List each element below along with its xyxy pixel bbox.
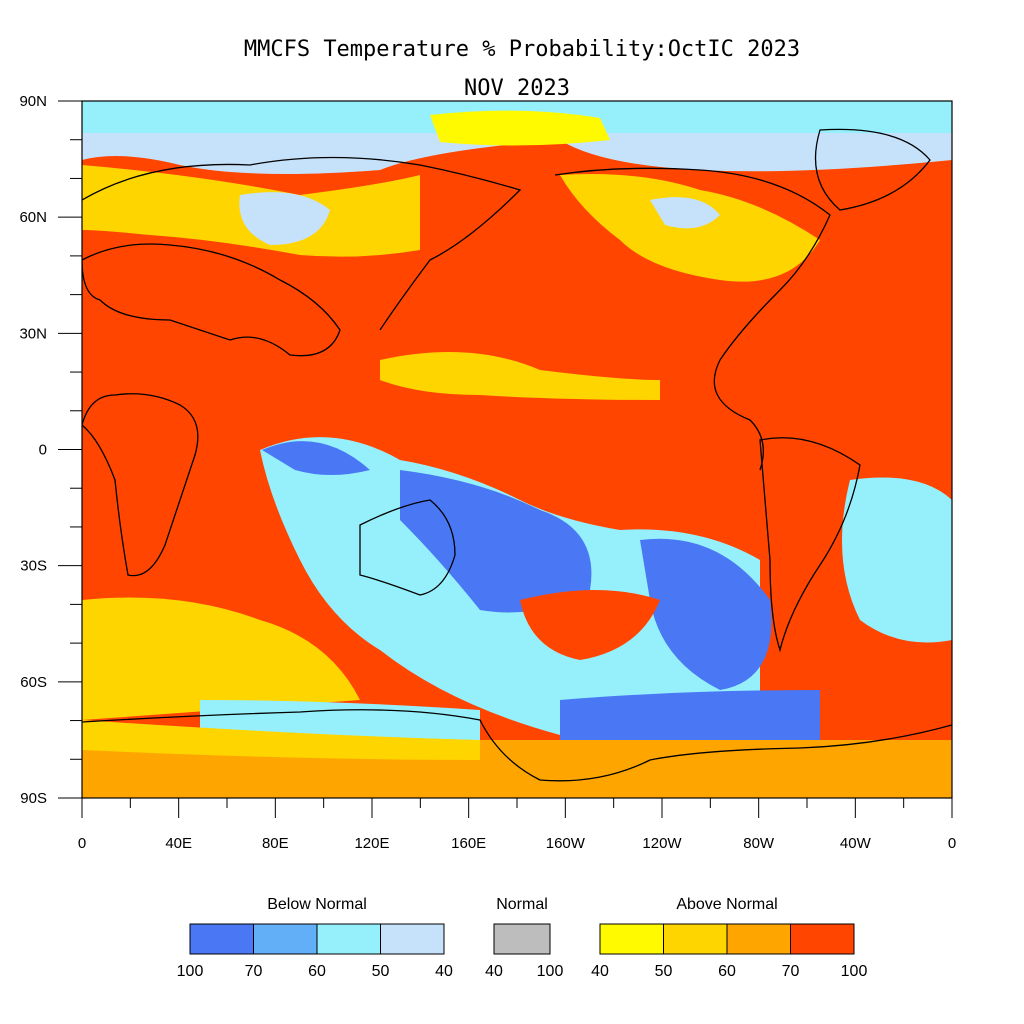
above-normal-colorbar bbox=[599, 923, 855, 955]
above-swatch bbox=[790, 923, 855, 955]
above-swatch bbox=[726, 923, 791, 955]
longitude-axis: 0 40E 80E 120E 160E 160W 120W 80W 40W 0 bbox=[78, 835, 956, 852]
normal-colorbar bbox=[493, 923, 551, 955]
lon-tick-label: 120W bbox=[642, 835, 682, 852]
above-tick-label: 40 bbox=[591, 963, 609, 980]
lon-tick-label: 0 bbox=[948, 835, 956, 852]
australia-coast bbox=[359, 499, 456, 596]
eurasia-south-coast bbox=[82, 243, 341, 357]
below-tick-label: 100 bbox=[177, 963, 204, 980]
figure-subtitle: NOV 2023 bbox=[464, 76, 570, 101]
canada-blue-patch bbox=[650, 197, 720, 229]
south-pacific-below-patch bbox=[640, 538, 772, 690]
above-tick-label: 70 bbox=[782, 963, 800, 980]
lon-tick-label: 40E bbox=[165, 835, 192, 852]
below-normal-label: Below Normal bbox=[267, 896, 367, 913]
probability-field bbox=[82, 101, 952, 798]
eurasia-north-coast bbox=[82, 156, 522, 331]
lon-tick-label: 40W bbox=[840, 835, 872, 852]
normal-tick-label: 100 bbox=[537, 963, 564, 980]
lon-tick-label: 80W bbox=[743, 835, 775, 852]
legend: Below Normal Normal Above Normal 100 70 … bbox=[177, 896, 868, 980]
coastlines bbox=[82, 128, 952, 782]
arctic-above-patch bbox=[430, 110, 610, 146]
below-swatch bbox=[253, 923, 318, 955]
above-tick-label: 60 bbox=[718, 963, 736, 980]
antarctic-below-patch bbox=[560, 690, 820, 747]
lon-tick-label: 0 bbox=[78, 835, 86, 852]
lon-tick-label: 120E bbox=[354, 835, 389, 852]
tasman-below-patch bbox=[400, 470, 592, 613]
siberia-blue-patch bbox=[239, 192, 330, 245]
above-swatch bbox=[663, 923, 728, 955]
subtropical-yellow-strip bbox=[380, 352, 660, 400]
latitude-axis: 90N 60N 30N 0 30S 60S 90S bbox=[19, 93, 47, 807]
south-atlantic-cool-patch bbox=[842, 477, 952, 643]
lat-tick-label: 30S bbox=[20, 558, 47, 575]
greenland-coast bbox=[814, 128, 931, 211]
above-normal-tick-labels: 40 50 60 70 100 bbox=[591, 963, 867, 980]
below-tick-label: 50 bbox=[372, 963, 390, 980]
lat-tick-label: 60N bbox=[19, 209, 47, 226]
figure-title: MMCFS Temperature % Probability:OctIC 20… bbox=[244, 37, 800, 62]
below-swatch bbox=[189, 923, 254, 955]
indian-ocean-below-patch bbox=[262, 441, 370, 475]
above-swatch bbox=[599, 923, 664, 955]
lon-tick-label: 160W bbox=[546, 835, 586, 852]
northern-light-blue bbox=[82, 133, 952, 174]
africa-coast bbox=[82, 393, 199, 577]
normal-label: Normal bbox=[496, 896, 548, 913]
north-america-coast bbox=[554, 167, 831, 471]
tick-marks bbox=[58, 100, 953, 818]
lat-tick-label: 30N bbox=[19, 325, 47, 342]
lat-tick-label: 90N bbox=[19, 93, 47, 110]
lat-tick-label: 90S bbox=[20, 790, 47, 807]
normal-swatch bbox=[493, 923, 551, 955]
south-pacific-warm-patch bbox=[520, 590, 660, 660]
below-swatch bbox=[316, 923, 381, 955]
south-atlantic-yellow bbox=[82, 597, 360, 720]
below-swatch bbox=[380, 923, 445, 955]
lat-tick-label: 60S bbox=[20, 674, 47, 691]
normal-tick-label: 40 bbox=[485, 963, 503, 980]
lon-tick-label: 160E bbox=[451, 835, 486, 852]
southern-yellow-strip bbox=[82, 720, 480, 760]
map-panel: 90N 60N 30N 0 30S 60S 90S 0 40E 80E 120E… bbox=[19, 93, 956, 852]
above-tick-label: 100 bbox=[841, 963, 868, 980]
below-tick-label: 60 bbox=[308, 963, 326, 980]
antarctica-coast bbox=[82, 709, 952, 782]
below-tick-label: 40 bbox=[435, 963, 453, 980]
below-normal-tick-labels: 100 70 60 50 40 bbox=[177, 963, 453, 980]
south-america-coast bbox=[759, 437, 861, 653]
above-tick-label: 50 bbox=[655, 963, 673, 980]
lat-tick-label: 0 bbox=[39, 442, 47, 459]
normal-tick-labels: 40 100 bbox=[485, 963, 563, 980]
lon-tick-label: 80E bbox=[262, 835, 289, 852]
above-normal-label: Above Normal bbox=[676, 896, 777, 913]
below-normal-colorbar bbox=[189, 923, 445, 955]
below-tick-label: 70 bbox=[245, 963, 263, 980]
